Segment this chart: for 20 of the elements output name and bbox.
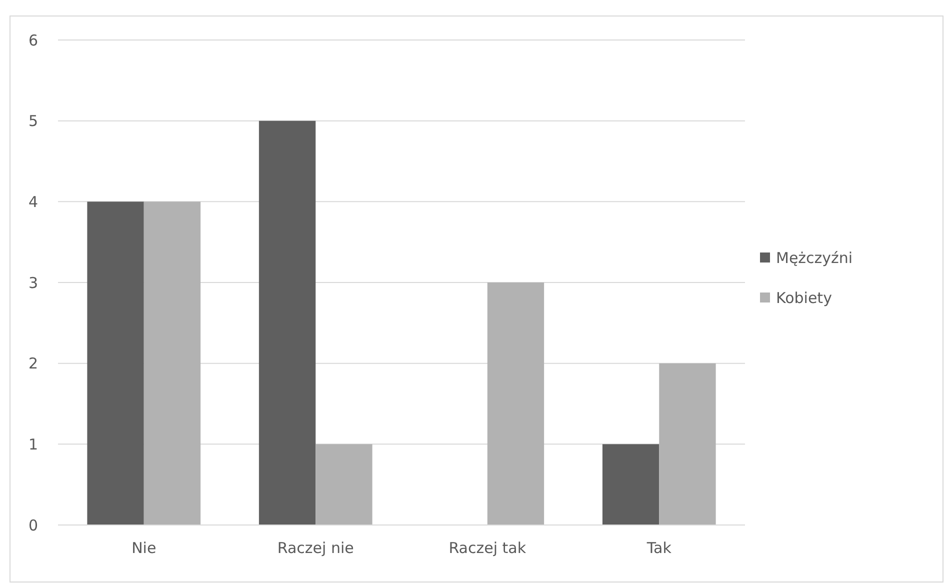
- y-tick-label: 3: [28, 274, 38, 292]
- y-tick-label: 4: [28, 192, 38, 211]
- y-tick-label: 0: [28, 516, 38, 534]
- y-tick-label: 1: [28, 435, 38, 454]
- bar: [659, 363, 716, 525]
- bar: [316, 444, 372, 525]
- y-tick-label: 5: [28, 112, 38, 130]
- x-tick-label: Tak: [646, 539, 672, 557]
- bar: [258, 120, 316, 525]
- legend-label: Mężczyźni: [776, 248, 853, 267]
- x-tick-label: Nie: [132, 539, 156, 557]
- bar: [87, 202, 144, 525]
- y-tick-label: 6: [28, 31, 38, 50]
- x-tick-label: Raczej tak: [448, 539, 526, 557]
- x-tick-label: Raczej nie: [277, 539, 354, 557]
- bar: [487, 282, 544, 525]
- legend-label: Kobiety: [776, 288, 832, 307]
- y-tick-label: 2: [28, 354, 38, 373]
- bar: [144, 202, 201, 525]
- bar: [602, 444, 660, 525]
